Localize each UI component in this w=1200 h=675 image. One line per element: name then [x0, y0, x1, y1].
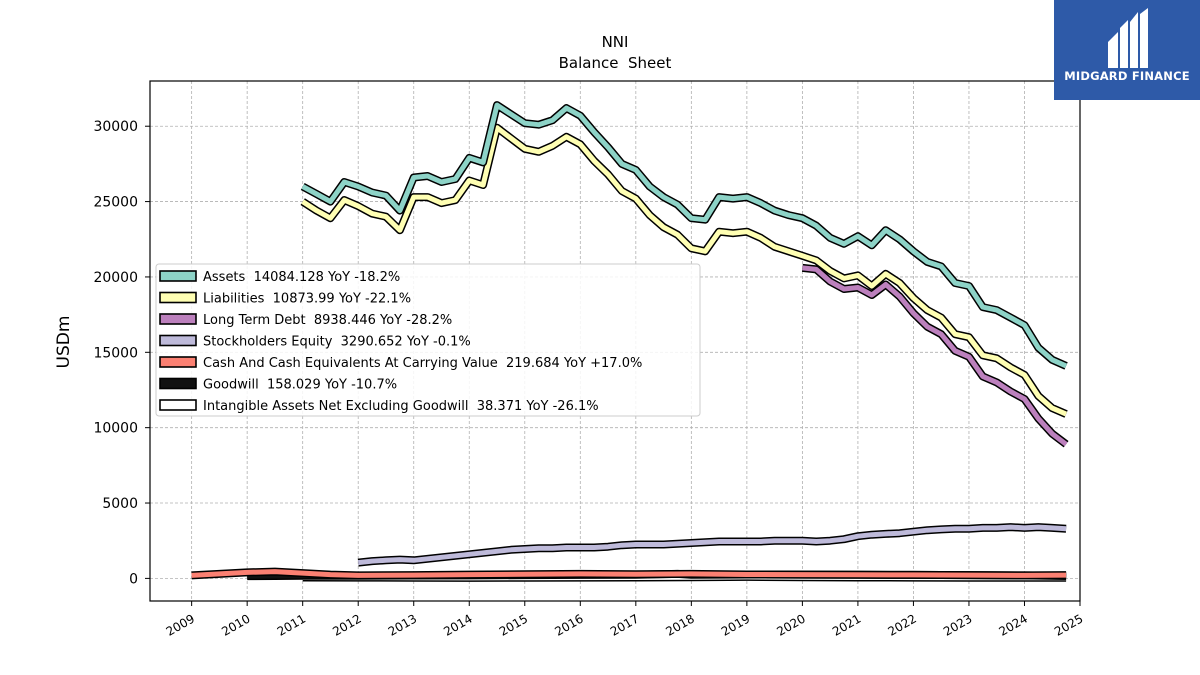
y-tick-label: 15000 [93, 345, 138, 361]
legend: Assets 14084.128 YoY -18.2% Liabilities 1… [155, 263, 701, 417]
legend-swatch [159, 334, 197, 347]
legend-entry: Stockholders Equity 3290.652 YoY -0.1% [203, 335, 471, 350]
series-outline [801, 263, 1069, 448]
x-tick-label: 2019 [719, 611, 752, 638]
legend-swatch [159, 356, 197, 368]
series-line [191, 569, 1067, 578]
legend-swatch [159, 399, 197, 411]
x-tick-label: 2010 [219, 611, 252, 638]
x-tick-label: 2011 [275, 611, 308, 638]
x-tick-label: 2016 [552, 611, 585, 638]
midgard-finance-logo: MIDGARD FINANCE [1054, 0, 1200, 100]
y-axis-label: USDm [54, 316, 74, 369]
x-tick-label: 2021 [830, 611, 863, 638]
legend-entry: Long Term Debt 8938.446 YoY -28.2% [203, 313, 452, 328]
legend-swatch [159, 270, 197, 282]
y-tick-label: 30000 [93, 119, 138, 135]
y-tick-label: 5000 [102, 496, 138, 512]
series-line [301, 125, 1068, 417]
legend-entry: Assets 14084.128 YoY -18.2% [203, 270, 400, 285]
y-tick-label: 0 [129, 571, 138, 587]
series-line [357, 524, 1067, 566]
chart-title: NNI [602, 33, 629, 51]
legend-swatch [159, 291, 197, 304]
chart-subtitle: Balance Sheet [559, 54, 672, 72]
x-tick-label: 2017 [608, 611, 641, 638]
x-tick-label: 2022 [885, 611, 918, 638]
series-line [301, 102, 1068, 369]
y-tick-label: 25000 [93, 195, 138, 211]
y-tick-label: 10000 [93, 421, 138, 437]
legend-entry: Intangible Assets Net Excluding Goodwill… [203, 399, 599, 414]
x-tick-label: 2015 [497, 611, 530, 638]
x-tick-label: 2024 [997, 611, 1030, 638]
x-tick-label: 2012 [330, 611, 363, 638]
x-tick-label: 2020 [774, 611, 807, 638]
x-tick-label: 2013 [386, 611, 419, 638]
legend-box [155, 263, 701, 417]
legend-entry: Goodwill 158.029 YoY -10.7% [203, 378, 397, 393]
legend-entry: Liabilities 10873.99 YoY -22.1% [203, 292, 411, 307]
x-tick-label: 2014 [441, 611, 474, 638]
y-tick-label: 20000 [93, 270, 138, 286]
logo-mark-icon [1108, 8, 1148, 68]
x-tick-label: 2009 [164, 611, 197, 638]
x-tick-label: 2023 [941, 611, 974, 638]
series-line [802, 265, 1068, 447]
series-lines [191, 101, 1069, 582]
legend-entry: Cash And Cash Equivalents At Carrying Va… [203, 356, 642, 371]
brand-name: MIDGARD FINANCE [1064, 69, 1190, 83]
plot-frame [149, 80, 1081, 602]
legend-swatch [159, 313, 197, 325]
x-tick-label: 2018 [663, 611, 696, 638]
x-tick-label: 2025 [1052, 611, 1085, 638]
legend-swatch [159, 377, 197, 390]
